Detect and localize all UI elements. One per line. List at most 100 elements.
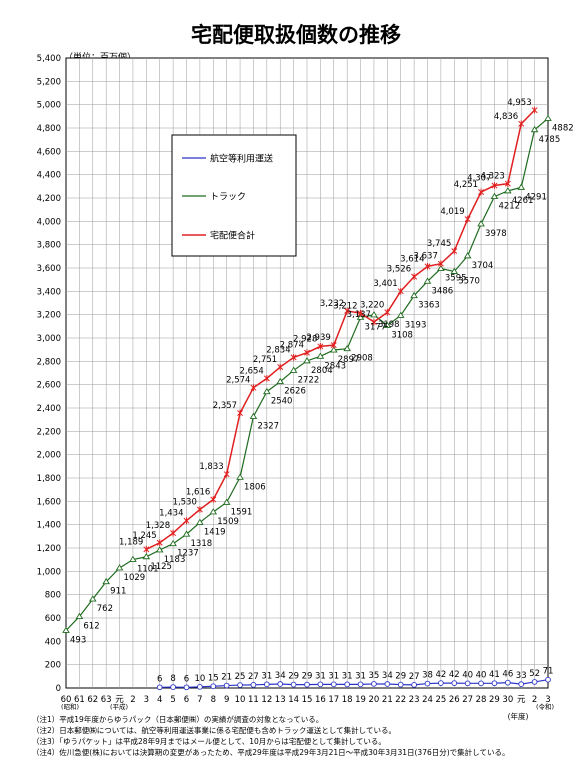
truck-point <box>504 187 512 194</box>
air-point <box>210 683 217 690</box>
truck-value-label: 3177 <box>365 322 387 332</box>
x-tick-label: 11 <box>248 695 259 705</box>
air-point <box>491 680 498 687</box>
truck-value-label: 2804 <box>311 366 333 376</box>
truck-point <box>263 387 271 395</box>
truck-point <box>88 595 97 602</box>
y-tick-label: 2,200 <box>37 427 61 437</box>
y-tick-label: 2,400 <box>37 404 61 414</box>
air-point <box>438 680 444 686</box>
air-value-label: 35 <box>369 671 380 681</box>
air-point <box>170 684 176 690</box>
air-value-label: 29 <box>395 672 406 682</box>
data-labels: 4936127629111029110111251183123713181419… <box>70 98 574 684</box>
air-point <box>371 681 377 687</box>
truck-point <box>383 321 392 328</box>
y-tick-label: 800 <box>45 591 61 601</box>
air-value-label: 31 <box>355 671 366 681</box>
total-point <box>491 182 498 189</box>
y-tick-label: 5,000 <box>37 101 61 111</box>
total-point <box>250 384 257 392</box>
x-tick-label: 25 <box>435 695 446 705</box>
air-point <box>531 679 538 685</box>
truck-value-label: 762 <box>97 604 113 614</box>
air-point <box>330 681 337 688</box>
legend-label: トラック <box>210 192 246 203</box>
air-point <box>304 681 310 688</box>
y-tick-label: 200 <box>45 661 61 671</box>
y-tick-label: 1,200 <box>37 544 61 554</box>
total-value-label: 1,616 <box>186 487 210 497</box>
total-value-label: 2,654 <box>239 366 263 376</box>
truck-value-label: 1419 <box>204 527 226 537</box>
truck-value-label: 3704 <box>472 261 494 271</box>
total-value-label: 2,939 <box>306 333 330 343</box>
y-tick-label: 600 <box>45 614 61 624</box>
total-point <box>156 539 163 547</box>
total-value-label: 3,526 <box>387 265 411 275</box>
x-era-reiwa: (令和) <box>536 702 554 711</box>
total-value-label: 2,874 <box>280 341 304 351</box>
total-value-label: 1,189 <box>119 537 143 547</box>
air-value-label: 27 <box>409 672 420 682</box>
air-value-label: 21 <box>221 673 232 683</box>
truck-value-label: 3363 <box>418 301 440 311</box>
air-value-label: 34 <box>275 671 286 681</box>
x-tick-label: 4 <box>157 695 162 705</box>
total-point <box>196 506 203 513</box>
truck-value-label: 2540 <box>271 397 293 407</box>
air-point <box>478 680 484 687</box>
truck-point <box>370 311 378 318</box>
x-tick-label: 22 <box>395 695 406 705</box>
total-point <box>504 180 511 188</box>
total-point <box>143 545 150 553</box>
total-point <box>451 247 458 255</box>
truck-point <box>544 114 552 121</box>
truck-value-label: 1318 <box>191 539 213 549</box>
total-point <box>237 409 244 417</box>
x-tick-label: 15 <box>302 695 313 705</box>
air-value-label: 31 <box>342 671 353 681</box>
x-tick-label: 21 <box>382 695 393 705</box>
x-tick-label: 3 <box>144 695 149 705</box>
truck-point <box>356 313 365 320</box>
truck-point <box>182 530 191 537</box>
truck-point <box>396 311 405 318</box>
truck-point <box>129 555 137 562</box>
total-point <box>478 188 485 196</box>
air-point <box>156 684 163 691</box>
x-tick-label: 12 <box>261 695 272 705</box>
air-value-label: 40 <box>476 670 487 680</box>
total-value-label: 1,833 <box>199 462 223 472</box>
air-value-label: 27 <box>248 672 259 682</box>
total-value-label: 3,401 <box>373 279 397 289</box>
x-tick-label: 8 <box>211 695 216 705</box>
x-axis: 60 61 62 63 元 2 3 4 5 6 7 8 9 10 11 12 13 14 15 16 17 18 19 20 2… <box>61 695 551 705</box>
truck-point <box>303 356 311 364</box>
total-point <box>277 363 284 371</box>
total-point <box>223 470 230 478</box>
air-value-label: 31 <box>261 671 272 681</box>
x-tick-label: 30 <box>502 695 513 705</box>
x-era-heisei: (平成) <box>110 702 128 711</box>
total-point <box>518 120 525 128</box>
x-tick-label: 9 <box>224 695 229 705</box>
x-era-showa: (昭和) <box>61 702 79 711</box>
air-value-label: 15 <box>208 673 219 683</box>
air-value-label: 10 <box>194 674 205 684</box>
air-value-label: 46 <box>502 670 513 680</box>
footnote-2: （注2）日本郵便㈱については、航空等利用運送事業に係る宅配便も含めトラック運送と… <box>32 726 396 735</box>
air-point <box>197 683 203 690</box>
total-value-label: 4,251 <box>454 180 478 190</box>
air-point <box>411 681 417 688</box>
truck-value-label: 1101 <box>137 565 159 575</box>
truck-value-label: 2843 <box>324 361 346 371</box>
total-value-label: 2,357 <box>213 401 237 411</box>
air-value-label: 40 <box>462 670 473 680</box>
total-point <box>397 287 404 295</box>
air-point <box>518 681 525 688</box>
air-value-label: 6 <box>157 674 162 684</box>
footnote-1: （注1）平成19年度からゆうパック（日本郵便㈱）の実績が調査の対象となっている。 <box>32 715 324 724</box>
